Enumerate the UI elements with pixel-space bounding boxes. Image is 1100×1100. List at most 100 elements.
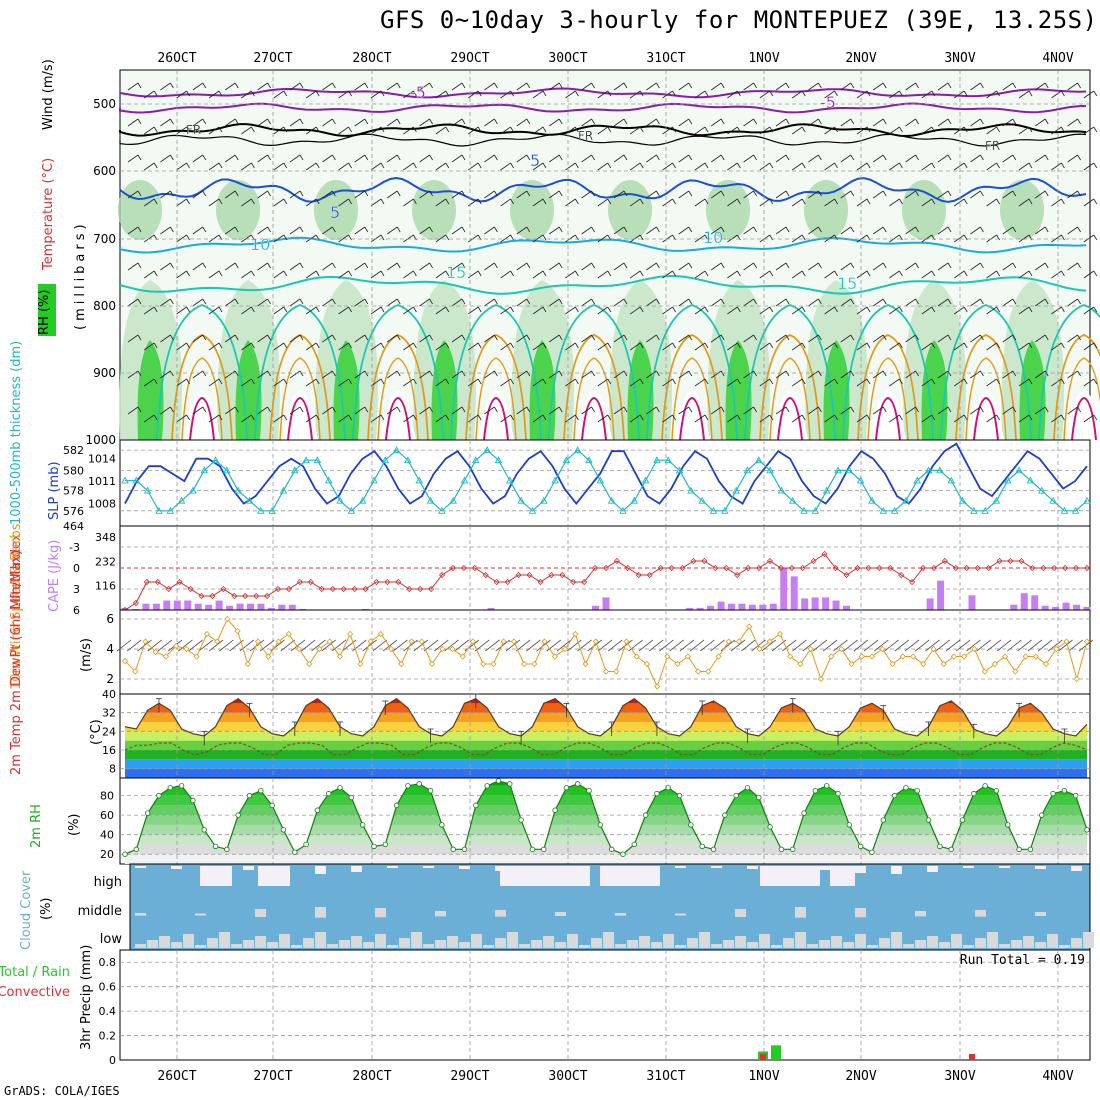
wind-barb [1034, 262, 1046, 271]
thickness-marker [438, 506, 446, 514]
cloud-unit: (%) [39, 898, 54, 921]
wind-barb [484, 226, 495, 235]
wind-barb [872, 118, 884, 127]
wind-barb-flag [704, 414, 709, 421]
wind-barb-flag [526, 82, 531, 89]
wind-barb [743, 82, 754, 91]
rh2m-marker [722, 812, 728, 818]
rh2m-marker [393, 802, 400, 809]
wind-barb-flag [688, 334, 693, 341]
wind-barb [953, 414, 965, 423]
wind-barb-flag [834, 162, 838, 169]
wind10-marker [920, 660, 927, 668]
wind-barb-flag [834, 306, 838, 313]
cape-bar [801, 598, 809, 610]
wind-barb [840, 370, 852, 379]
rh2m-marker [733, 792, 739, 799]
wind-barb-flag [656, 190, 660, 197]
wind-barb [273, 414, 285, 423]
wind-barb-flag [494, 190, 498, 197]
wind10-barb [260, 639, 275, 652]
thickness-marker [539, 496, 548, 504]
wind-barb [1067, 154, 1078, 163]
rh2m-marker [959, 817, 966, 823]
thickness-marker [234, 486, 242, 494]
contour-freezing-a [119, 123, 1087, 138]
wind-barb-flag [1012, 190, 1017, 197]
wind-barb-flag [494, 82, 498, 89]
wind-barb-flag [899, 306, 903, 313]
wind-barb [305, 234, 317, 243]
wind-barb-flag [672, 162, 676, 169]
wind10-marker [746, 623, 753, 630]
cloud-high-thin [351, 866, 362, 872]
contour-35 [1071, 396, 1097, 441]
wind-barb [727, 90, 738, 99]
top-day-label: 3NOV [944, 51, 975, 66]
wind-barb-flag [785, 406, 790, 413]
wind-barb-flag [688, 154, 693, 161]
wind-barb [370, 414, 382, 423]
wind-barb-flag [526, 406, 531, 413]
wind-barb-flag [170, 406, 174, 413]
wind-barb-flag [591, 82, 595, 89]
wind10-marker [1073, 675, 1080, 683]
wind-barb [208, 378, 220, 387]
wind10-marker [162, 653, 170, 660]
wind-barb-flag [1028, 342, 1033, 349]
wind10-marker [1032, 653, 1039, 660]
wind-barb [451, 406, 463, 415]
wind-barb-flag [267, 190, 271, 197]
cloud-low-block [675, 945, 686, 948]
cloud-mid-block [435, 911, 446, 917]
thickness-marker [607, 496, 616, 504]
wind-barb [856, 162, 868, 171]
rh2m-tick: 20 [100, 848, 114, 861]
wind-barb [808, 370, 819, 379]
wind-barb-flag [380, 198, 385, 205]
wind-barb [208, 270, 220, 279]
wind-barb-flag [267, 298, 271, 305]
wind-barb-flag [785, 190, 790, 197]
wind-barb-flag [850, 118, 855, 125]
wind-barb-flag [332, 262, 336, 269]
wind-barb-flag [915, 190, 919, 197]
wind-barb [241, 378, 252, 387]
y-tick-label: 900 [93, 366, 116, 380]
wind10-marker [490, 660, 497, 668]
rh-core-blob [235, 340, 262, 440]
cloud-low-block [135, 944, 146, 948]
wind-barb-flag [1044, 154, 1049, 161]
wind-barb [921, 414, 933, 423]
wind10-barb [413, 639, 429, 652]
wind-barb [176, 306, 187, 315]
cape-bars [121, 568, 1091, 610]
li-marker [821, 550, 828, 558]
wind-barb-flag [413, 198, 417, 205]
wind-barb [516, 370, 528, 379]
wind-barb [597, 270, 609, 279]
wind-barb [775, 82, 787, 91]
contour-35 [581, 396, 607, 441]
wind-barb [646, 154, 657, 163]
cloud-high-thin [855, 866, 866, 873]
li-marker [909, 578, 916, 586]
wind-barb [662, 198, 673, 207]
wind-barb [160, 82, 171, 91]
wind-barb-flag [348, 162, 352, 169]
wind-barb-flag [980, 154, 984, 161]
wind10-barb [188, 639, 203, 652]
contour-label: -5 [410, 83, 426, 102]
wind-barb [710, 262, 722, 271]
thickness-marker [381, 456, 390, 464]
wind-barb [467, 126, 479, 135]
wind10-barb [198, 639, 214, 652]
wind10-marker [132, 668, 139, 675]
wind-barb [581, 154, 592, 163]
wind-barb-flag [850, 154, 855, 161]
cloud-low-block [831, 936, 842, 948]
wind-barb-flag [494, 118, 498, 125]
wind-barb-flag [1061, 90, 1065, 97]
cloud-high-thin [207, 866, 218, 871]
